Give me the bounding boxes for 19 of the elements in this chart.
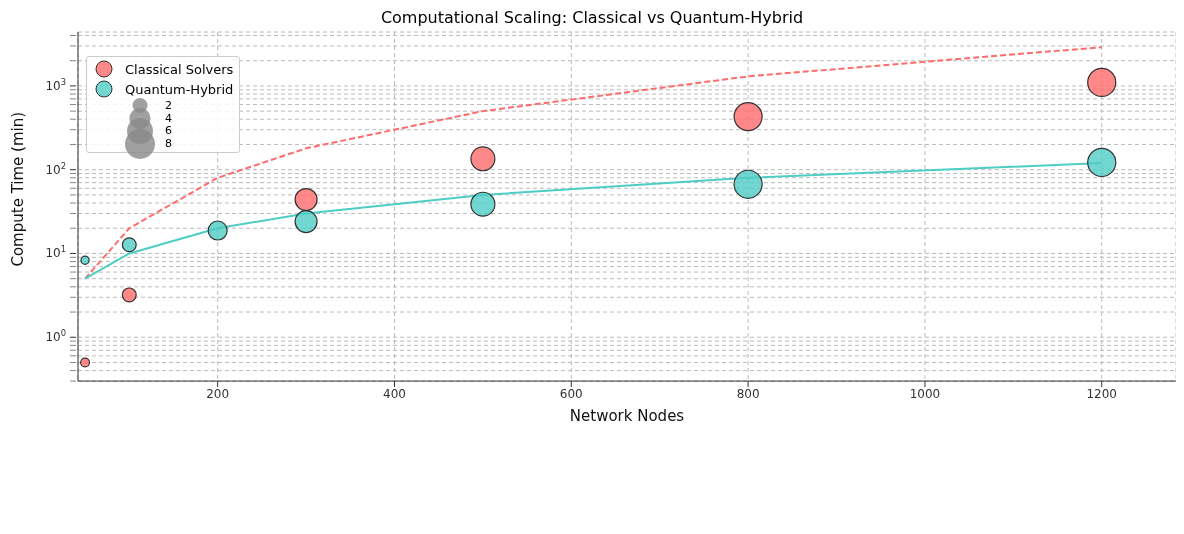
legend-label: 8: [165, 137, 172, 151]
y-tick-label: 10$^{3}$: [45, 76, 66, 93]
legend-label: Quantum-Hybrid: [125, 81, 234, 97]
x-tick-label: 1200: [1086, 386, 1118, 401]
chart-title: Computational Scaling: Classical vs Quantum-Hybrid: [379, 8, 805, 29]
legend-label: 6: [165, 124, 172, 138]
legend-label: Classical Solvers: [125, 61, 234, 77]
y-axis-title: Compute Time (min): [9, 111, 28, 267]
y-tick-label: 10$^{1}$: [45, 244, 66, 261]
y-tick-label: 10$^{0}$: [45, 328, 66, 345]
x-tick-label: 200: [206, 386, 230, 401]
x-tick-label: 600: [559, 386, 583, 401]
y-tick-label: 10$^{2}$: [45, 160, 66, 177]
x-tick-label: 1000: [909, 386, 941, 401]
legend-label: 4: [165, 111, 172, 125]
x-tick-label: 800: [736, 386, 760, 401]
x-tick-label: 400: [383, 386, 406, 401]
legend-label: 2: [165, 98, 172, 112]
x-axis-title: Network Nodes: [569, 407, 685, 426]
